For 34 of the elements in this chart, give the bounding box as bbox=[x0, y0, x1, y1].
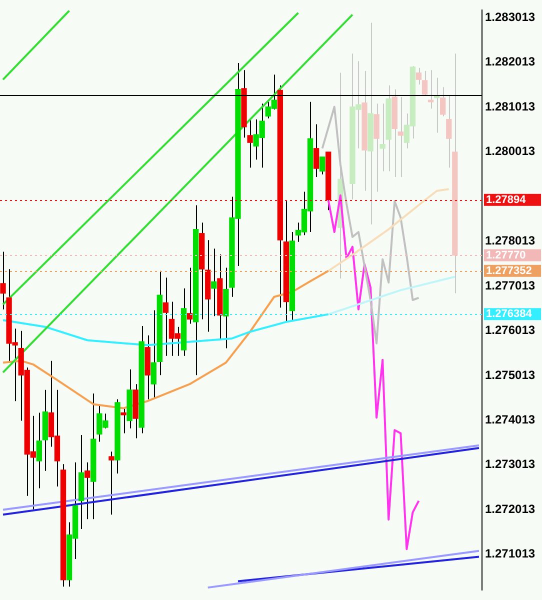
y-tick-label: 1.282013 bbox=[485, 54, 536, 69]
candlestick bbox=[211, 248, 217, 317]
candlestick bbox=[380, 103, 386, 172]
candlestick bbox=[440, 86, 446, 117]
y-tick-label: 1.283013 bbox=[485, 10, 536, 24]
y-tick-label: 1.273013 bbox=[485, 457, 536, 472]
y-tick-label: 1.275013 bbox=[485, 368, 536, 382]
candlestick bbox=[84, 462, 90, 520]
candlestick bbox=[320, 156, 326, 175]
y-tick-label: 1.278013 bbox=[485, 234, 536, 248]
candlestick bbox=[398, 96, 404, 178]
y-tick-label: 1.276013 bbox=[485, 323, 536, 338]
candlestick bbox=[36, 412, 42, 489]
candlestick bbox=[150, 310, 156, 399]
candlestick bbox=[422, 70, 428, 96]
y-tick-label: 1.277013 bbox=[485, 278, 536, 292]
ref-line-label: 1.27894 bbox=[486, 194, 527, 206]
y-tick-label: 1.280013 bbox=[485, 144, 536, 158]
ref-line-label: 1.276384 bbox=[486, 308, 533, 320]
candlestick bbox=[313, 124, 320, 178]
ref-line-label: 1.27770 bbox=[486, 249, 526, 262]
candlestick bbox=[108, 451, 114, 516]
candlestick bbox=[186, 267, 193, 324]
candlestick bbox=[0, 251, 6, 310]
y-tick-label: 1.271013 bbox=[485, 546, 536, 561]
candlestick bbox=[416, 67, 422, 85]
candlestick bbox=[247, 118, 253, 168]
candlestick bbox=[446, 94, 452, 168]
candlestick bbox=[120, 408, 126, 434]
y-tick-label: 1.281013 bbox=[485, 99, 536, 114]
y-tick-label: 1.272013 bbox=[485, 502, 536, 516]
candlestick bbox=[162, 277, 169, 356]
y-tick-label: 1.274013 bbox=[485, 412, 536, 426]
ref-line-label: 1.277352 bbox=[486, 264, 532, 277]
